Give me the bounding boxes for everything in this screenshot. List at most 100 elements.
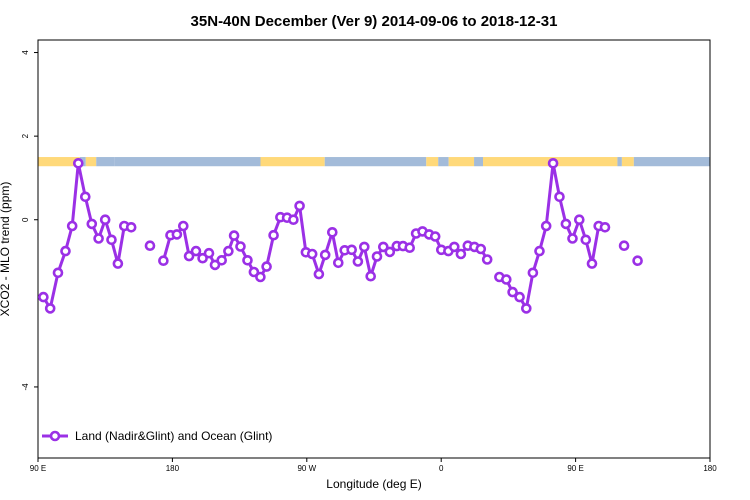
data-point bbox=[144, 240, 156, 251]
legend: Land (Nadir&Glint) and Ocean (Glint) bbox=[42, 429, 272, 443]
data-point bbox=[73, 158, 84, 169]
data-point bbox=[38, 291, 49, 303]
data-point bbox=[203, 247, 215, 259]
band-segment-ocean bbox=[438, 157, 449, 167]
x-tick-label: 0 bbox=[439, 464, 444, 473]
data-point bbox=[326, 227, 338, 238]
data-point bbox=[475, 243, 487, 255]
data-point bbox=[255, 271, 266, 283]
data-point bbox=[44, 303, 56, 314]
data-point bbox=[313, 268, 325, 280]
land-ocean-band bbox=[38, 157, 710, 167]
chart-title: 35N-40N December (Ver 9) 2014-09-06 to 2… bbox=[191, 13, 558, 30]
x-tick-label: 180 bbox=[166, 464, 180, 473]
band-segment-ocean bbox=[474, 157, 484, 167]
data-point bbox=[228, 230, 240, 241]
data-point bbox=[618, 240, 630, 251]
data-point bbox=[248, 266, 260, 278]
x-tick-label: 90 E bbox=[30, 464, 46, 473]
band-segment-land bbox=[621, 157, 634, 167]
data-point bbox=[346, 244, 358, 256]
data-point bbox=[52, 267, 64, 279]
plot-frame bbox=[37, 39, 711, 459]
y-tick-label: 2 bbox=[21, 133, 30, 138]
data-point bbox=[60, 245, 71, 257]
data-point bbox=[534, 245, 545, 257]
data-point bbox=[319, 249, 331, 261]
data-point bbox=[106, 234, 117, 246]
data-point bbox=[547, 158, 559, 169]
data-point bbox=[567, 233, 578, 244]
band-segment-ocean bbox=[96, 157, 115, 167]
data-point bbox=[197, 252, 208, 264]
data-point bbox=[178, 220, 189, 232]
band-segment-land bbox=[38, 157, 80, 167]
band-segment-land bbox=[260, 157, 325, 167]
band-segment-ocean bbox=[324, 157, 427, 167]
data-point bbox=[377, 241, 389, 253]
data-point bbox=[352, 256, 364, 267]
band-segment-land bbox=[85, 157, 97, 167]
data-point bbox=[183, 250, 195, 262]
data-point bbox=[554, 191, 565, 203]
legend-marker bbox=[49, 430, 61, 442]
data-point bbox=[632, 255, 643, 267]
data-point bbox=[507, 286, 518, 298]
data-point bbox=[242, 254, 253, 266]
data-point bbox=[371, 251, 383, 262]
data-point bbox=[500, 274, 512, 285]
data-point bbox=[93, 233, 104, 244]
data-point bbox=[429, 231, 441, 242]
data-point bbox=[171, 229, 183, 240]
data-point bbox=[580, 234, 592, 246]
data-point bbox=[99, 214, 111, 225]
x-axis: 90 E 180 90 W 0 90 E 180 bbox=[30, 458, 717, 473]
data-point bbox=[66, 220, 78, 232]
data-point bbox=[80, 191, 91, 203]
y-axis-label: XCO2 - MLO trend (ppm) bbox=[0, 182, 12, 317]
data-point bbox=[223, 245, 234, 257]
band-segment-ocean bbox=[617, 157, 622, 167]
data-point bbox=[158, 255, 169, 267]
data-point bbox=[288, 214, 299, 225]
data-point bbox=[514, 291, 525, 303]
data-point bbox=[125, 222, 137, 233]
data-point bbox=[573, 214, 585, 225]
data-point bbox=[520, 303, 532, 314]
x-tick-label: 90 E bbox=[567, 464, 583, 473]
y-axis: 4 2 0 -4 bbox=[21, 50, 38, 391]
data-point bbox=[261, 261, 272, 272]
data-point bbox=[86, 218, 98, 230]
series-layer bbox=[38, 158, 643, 314]
y-tick-label: 4 bbox=[21, 50, 30, 55]
data-point bbox=[384, 246, 396, 258]
x-axis-label: Longitude (deg E) bbox=[326, 477, 421, 491]
band-segment-land bbox=[448, 157, 475, 167]
data-point bbox=[481, 254, 493, 265]
data-point bbox=[586, 258, 598, 269]
data-point bbox=[235, 241, 246, 252]
data-point bbox=[404, 242, 416, 253]
data-point bbox=[209, 259, 221, 271]
data-point bbox=[268, 229, 279, 241]
data-point bbox=[540, 220, 552, 232]
y-tick-label: -4 bbox=[21, 383, 30, 391]
data-point bbox=[294, 200, 305, 212]
data-point bbox=[448, 241, 460, 253]
y-tick-label: 0 bbox=[21, 217, 30, 222]
data-point bbox=[599, 222, 611, 233]
data-point bbox=[365, 270, 377, 282]
legend-label: Land (Nadir&Glint) and Ocean (Glint) bbox=[75, 429, 272, 443]
band-segment-ocean bbox=[114, 157, 261, 167]
data-point bbox=[358, 241, 370, 253]
data-point bbox=[190, 245, 202, 257]
data-point bbox=[112, 258, 124, 269]
x-tick-label: 90 W bbox=[297, 464, 316, 473]
data-point bbox=[216, 254, 227, 266]
data-point bbox=[332, 257, 344, 269]
x-tick-label: 180 bbox=[703, 464, 717, 473]
band-segment-land bbox=[426, 157, 439, 167]
band-segment-ocean bbox=[633, 157, 710, 167]
